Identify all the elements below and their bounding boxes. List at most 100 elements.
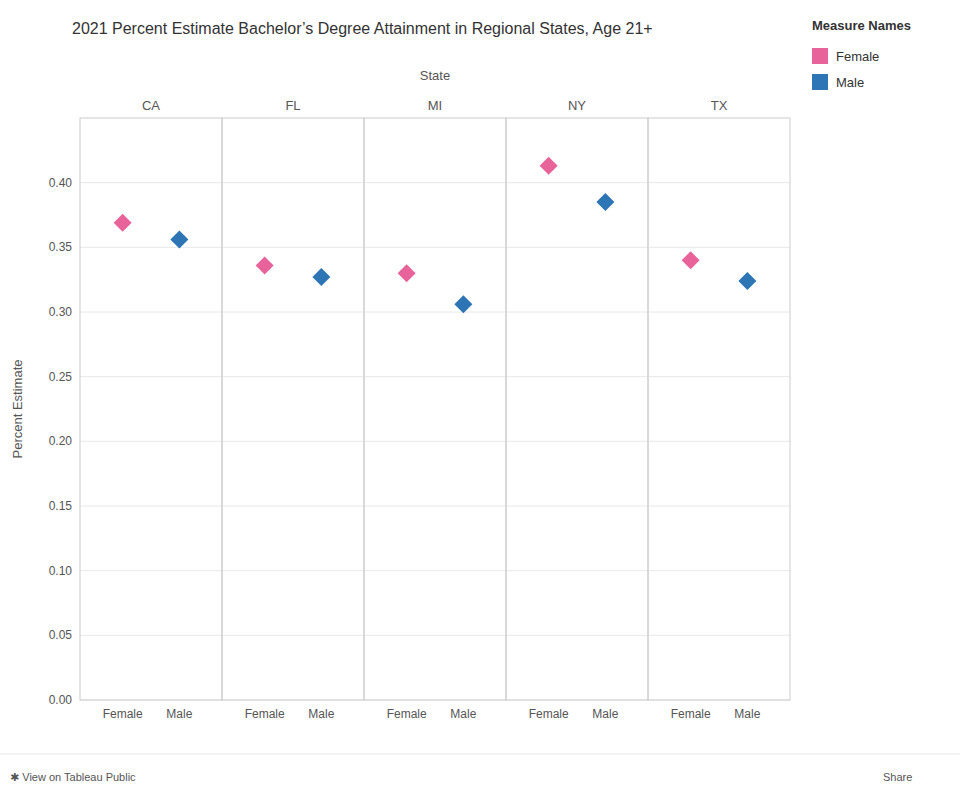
y-tick-label: 0.00 — [49, 693, 73, 707]
marks — [398, 264, 473, 313]
grid-line — [506, 635, 648, 636]
y-tick-label: 0.15 — [49, 499, 73, 513]
panel: FL Female Male — [222, 98, 364, 721]
panel: NY Female Male — [506, 98, 648, 721]
legend: Measure Names Female Male — [812, 18, 911, 90]
toolbar-share[interactable]: Share — [883, 771, 912, 783]
x-tick-label: Female — [387, 707, 427, 721]
grid-line — [648, 376, 790, 377]
toolbar-link[interactable]: ✱ View on Tableau Public — [10, 771, 136, 783]
marks — [540, 157, 615, 211]
panel-frame — [80, 118, 222, 700]
x-tick-label: Female — [529, 707, 569, 721]
grid-line — [648, 247, 790, 248]
panel-frame — [506, 118, 648, 700]
x-axis-label: State — [420, 68, 450, 83]
grid-line — [506, 376, 648, 377]
grid-line — [222, 570, 364, 571]
chart-container: 2021 Percent Estimate Bachelor’s Degree … — [0, 0, 960, 800]
data-point — [398, 264, 416, 282]
grid-line — [364, 570, 506, 571]
data-point — [738, 272, 756, 290]
y-axis-label: Percent Estimate — [10, 360, 25, 459]
grid-line — [364, 635, 506, 636]
panel-frame — [648, 118, 790, 700]
grid-line — [80, 376, 222, 377]
grid-line — [80, 635, 222, 636]
panel-title: FL — [285, 98, 300, 113]
grid-line — [648, 312, 790, 313]
legend-swatch — [812, 74, 828, 90]
marks — [114, 214, 189, 249]
grid-line — [364, 441, 506, 442]
grid-line — [648, 506, 790, 507]
marks — [256, 256, 331, 286]
chart-svg: 2021 Percent Estimate Bachelor’s Degree … — [0, 0, 960, 800]
grid-line — [648, 182, 790, 183]
grid-line — [80, 570, 222, 571]
grid-line — [80, 247, 222, 248]
legend-swatch — [812, 48, 828, 64]
grid-line — [364, 182, 506, 183]
grid-line — [222, 506, 364, 507]
panel-frame — [364, 118, 506, 700]
grid-line — [364, 247, 506, 248]
data-point — [540, 157, 558, 175]
grid-line — [80, 506, 222, 507]
grid-line — [222, 376, 364, 377]
y-tick-label: 0.30 — [49, 305, 73, 319]
data-point — [312, 268, 330, 286]
data-point — [256, 256, 274, 274]
panel-frame — [222, 118, 364, 700]
y-tick-label: 0.25 — [49, 370, 73, 384]
data-point — [454, 295, 472, 313]
grid-line — [80, 312, 222, 313]
legend-label: Male — [836, 75, 864, 90]
grid-line — [648, 635, 790, 636]
data-point — [682, 251, 700, 269]
grid-line — [506, 247, 648, 248]
legend-title: Measure Names — [812, 18, 911, 33]
grid-line — [506, 506, 648, 507]
legend-label: Female — [836, 49, 879, 64]
grid-line — [222, 635, 364, 636]
panel-title: MI — [428, 98, 442, 113]
x-tick-label: Female — [103, 707, 143, 721]
grid-line — [80, 182, 222, 183]
x-tick-label: Male — [166, 707, 192, 721]
x-tick-label: Male — [308, 707, 334, 721]
panel: MIFemaleMale — [364, 98, 506, 721]
grid-line — [506, 441, 648, 442]
chart-title: 2021 Percent Estimate Bachelor’s Degree … — [72, 20, 653, 37]
panel: CA Female Male — [80, 98, 222, 721]
grid-line — [506, 570, 648, 571]
y-tick-label: 0.35 — [49, 240, 73, 254]
x-tick-label: Female — [245, 707, 285, 721]
grid-line — [506, 312, 648, 313]
y-tick-label: 0.40 — [49, 176, 73, 190]
grid-line — [364, 506, 506, 507]
grid-line — [222, 247, 364, 248]
y-tick-label: 0.05 — [49, 628, 73, 642]
panel-title: TX — [711, 98, 728, 113]
panel-title: CA — [142, 98, 160, 113]
x-tick-label: Male — [592, 707, 618, 721]
y-tick-label: 0.20 — [49, 434, 73, 448]
panel-title: NY — [568, 98, 586, 113]
grid-line — [364, 376, 506, 377]
grid-line — [222, 312, 364, 313]
data-point — [170, 231, 188, 249]
grid-line — [648, 441, 790, 442]
data-point — [114, 214, 132, 232]
grid-line — [506, 182, 648, 183]
toolbar-separator — [0, 754, 960, 755]
data-point — [596, 193, 614, 211]
marks — [682, 251, 757, 290]
grid-line — [222, 441, 364, 442]
grid-line — [364, 312, 506, 313]
x-tick-label: Male — [734, 707, 760, 721]
x-tick-label: Female — [671, 707, 711, 721]
panel: TX Female Male — [648, 98, 790, 721]
grid-line — [80, 441, 222, 442]
y-tick-label: 0.10 — [49, 564, 73, 578]
